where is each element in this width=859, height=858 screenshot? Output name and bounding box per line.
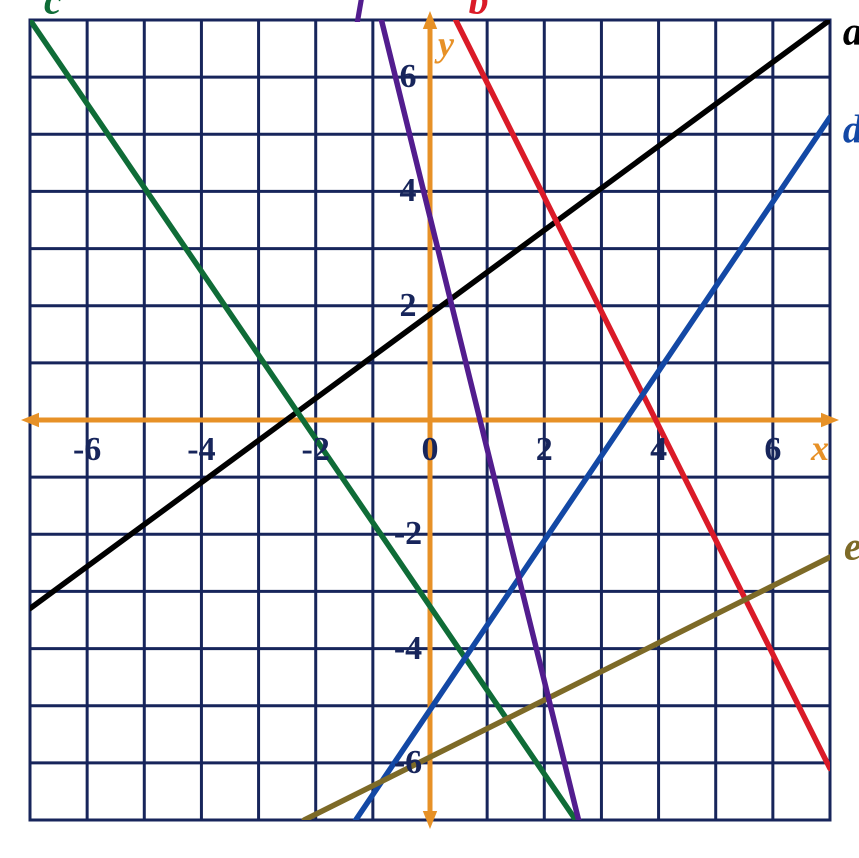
xtick-4: 4 xyxy=(650,431,667,469)
ytick-6: 6 xyxy=(400,58,417,96)
y-axis-label: y xyxy=(438,23,454,65)
line-label-b: b xyxy=(469,0,489,24)
line-label-a: a xyxy=(843,8,859,55)
x-axis-label: x xyxy=(811,427,829,469)
ytick--6: -6 xyxy=(394,744,422,782)
chart-canvas: abcdef-6-4-20246-6-4-2246xy xyxy=(0,0,859,858)
ytick--4: -4 xyxy=(394,630,422,668)
xtick--4: -4 xyxy=(187,431,215,469)
xtick-2: 2 xyxy=(536,431,553,469)
line-label-d: d xyxy=(843,105,859,152)
xtick-0: 0 xyxy=(422,431,439,469)
xtick--2: -2 xyxy=(302,431,330,469)
plot-svg xyxy=(0,0,859,858)
ytick-2: 2 xyxy=(400,287,417,325)
xtick--6: -6 xyxy=(73,431,101,469)
line-label-e: e xyxy=(844,522,859,569)
line-label-f: f xyxy=(355,0,368,24)
ytick-4: 4 xyxy=(400,172,417,210)
line-label-c: c xyxy=(44,0,62,24)
xtick-6: 6 xyxy=(764,431,781,469)
ytick--2: -2 xyxy=(394,515,422,553)
